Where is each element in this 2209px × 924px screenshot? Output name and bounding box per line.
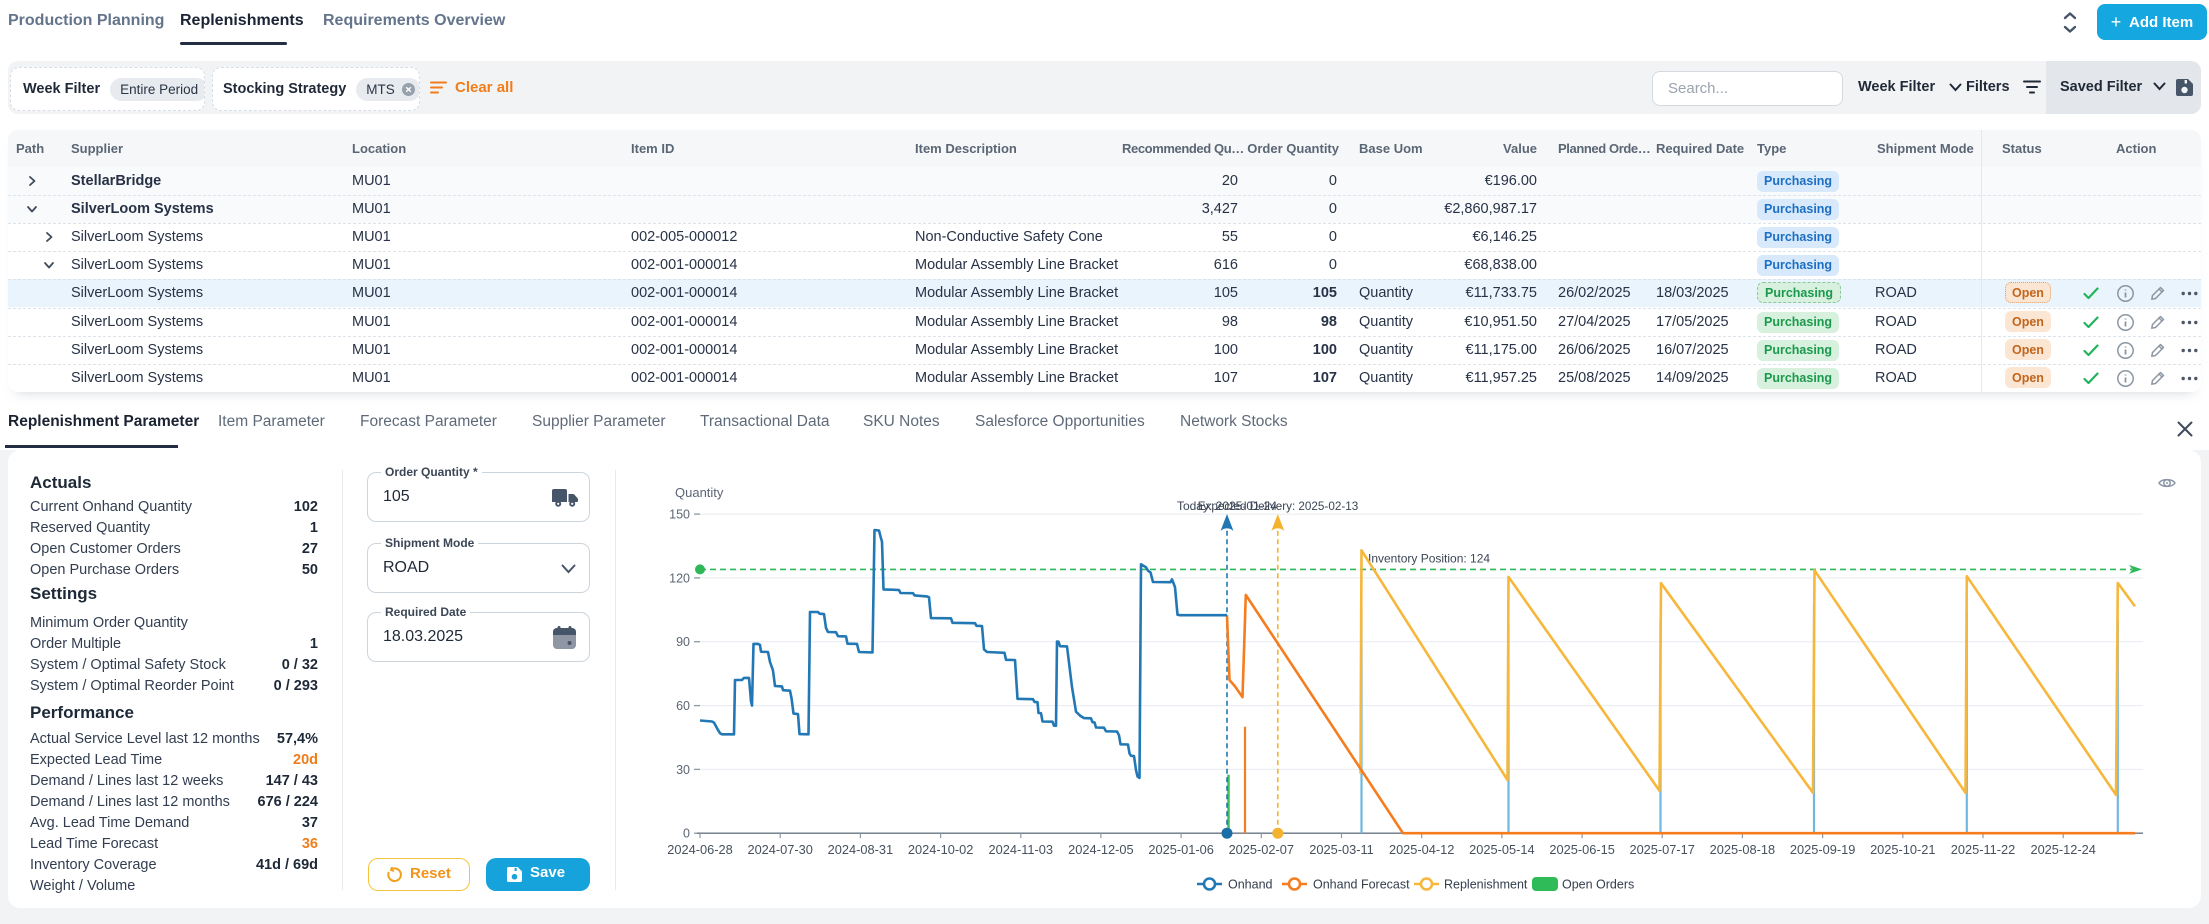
svg-text:2025-11-22: 2025-11-22 [1951, 842, 2016, 857]
svg-text:Onhand Forecast: Onhand Forecast [1313, 878, 1410, 892]
svg-text:2025-02-07: 2025-02-07 [1229, 842, 1294, 857]
svg-text:Inventory Position: 124: Inventory Position: 124 [1368, 551, 1490, 565]
svg-text:120: 120 [669, 571, 690, 585]
svg-text:2025-08-18: 2025-08-18 [1710, 842, 1775, 857]
svg-text:2024-10-02: 2024-10-02 [908, 842, 973, 857]
svg-text:Onhand: Onhand [1228, 878, 1273, 892]
svg-text:2025-04-12: 2025-04-12 [1389, 842, 1454, 857]
svg-text:2024-11-03: 2024-11-03 [989, 842, 1054, 857]
svg-text:30: 30 [676, 763, 690, 777]
svg-text:2024-06-28: 2024-06-28 [667, 842, 732, 857]
svg-text:2025-06-15: 2025-06-15 [1549, 842, 1614, 857]
svg-text:Quantity: Quantity [675, 485, 724, 500]
svg-text:60: 60 [676, 699, 690, 713]
svg-text:2024-07-30: 2024-07-30 [747, 842, 812, 857]
svg-text:Today: 2025-01-24: Today: 2025-01-24 [1177, 499, 1277, 513]
svg-text:150: 150 [669, 508, 690, 522]
svg-text:2025-01-06: 2025-01-06 [1148, 842, 1213, 857]
svg-text:90: 90 [676, 635, 690, 649]
svg-text:2025-07-17: 2025-07-17 [1629, 842, 1694, 857]
svg-text:2025-12-24: 2025-12-24 [2030, 842, 2095, 857]
svg-text:2025-09-19: 2025-09-19 [1790, 842, 1855, 857]
svg-text:2024-08-31: 2024-08-31 [828, 842, 893, 857]
svg-text:2025-10-21: 2025-10-21 [1870, 842, 1935, 857]
svg-text:Open Orders: Open Orders [1562, 878, 1634, 892]
svg-text:Replenishment: Replenishment [1444, 878, 1528, 892]
svg-text:0: 0 [683, 827, 690, 841]
svg-text:2025-03-11: 2025-03-11 [1309, 842, 1374, 857]
svg-text:2025-05-14: 2025-05-14 [1469, 842, 1534, 857]
svg-text:2024-12-05: 2024-12-05 [1068, 842, 1133, 857]
svg-text:Expected Delivery: 2025-02-13: Expected Delivery: 2025-02-13 [1198, 500, 1358, 513]
